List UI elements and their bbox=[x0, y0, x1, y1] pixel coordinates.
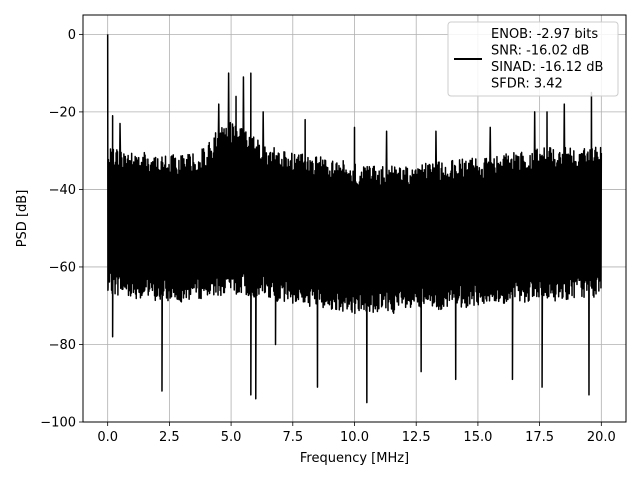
x-tick-label: 2.5 bbox=[159, 430, 180, 445]
x-tick-label: 7.5 bbox=[282, 430, 303, 445]
y-tick-label: −60 bbox=[49, 260, 76, 275]
x-tick-label: 10.0 bbox=[340, 430, 369, 445]
y-axis-label: PSD [dB] bbox=[15, 190, 30, 248]
x-tick-label: 15.0 bbox=[463, 430, 492, 445]
legend: ENOB: -2.97 bits SNR: -16.02 dB SINAD: -… bbox=[447, 21, 619, 97]
x-tick-label: 5.0 bbox=[221, 430, 242, 445]
legend-sfdr-text: SFDR: 3.42 bbox=[491, 77, 563, 92]
y-tick-label: −100 bbox=[40, 416, 76, 431]
legend-enob-text: ENOB: -2.97 bits bbox=[491, 27, 598, 42]
x-axis-label: Frequency [MHz] bbox=[300, 451, 409, 466]
legend-box bbox=[447, 21, 619, 97]
x-tick-label: 0.0 bbox=[97, 430, 118, 445]
y-tick-label: 0 bbox=[68, 28, 76, 43]
psd-series-line bbox=[106, 34, 603, 404]
y-tick-label: −80 bbox=[49, 338, 76, 353]
x-tick-label: 17.5 bbox=[525, 430, 554, 445]
plot-area bbox=[106, 34, 603, 404]
legend-sinad-text: SINAD: -16.12 dB bbox=[491, 60, 603, 75]
axis-ticks: 0.0 2.5 5.0 7.5 10.0 12.5 15.0 17.5 20.0 0 −20 −40 −… bbox=[40, 28, 616, 445]
legend-snr-text: SNR: -16.02 dB bbox=[491, 44, 589, 59]
x-tick-label: 20.0 bbox=[587, 430, 616, 445]
x-tick-label: 12.5 bbox=[402, 430, 431, 445]
y-tick-label: −40 bbox=[49, 183, 76, 198]
y-tick-label: −20 bbox=[49, 105, 76, 120]
